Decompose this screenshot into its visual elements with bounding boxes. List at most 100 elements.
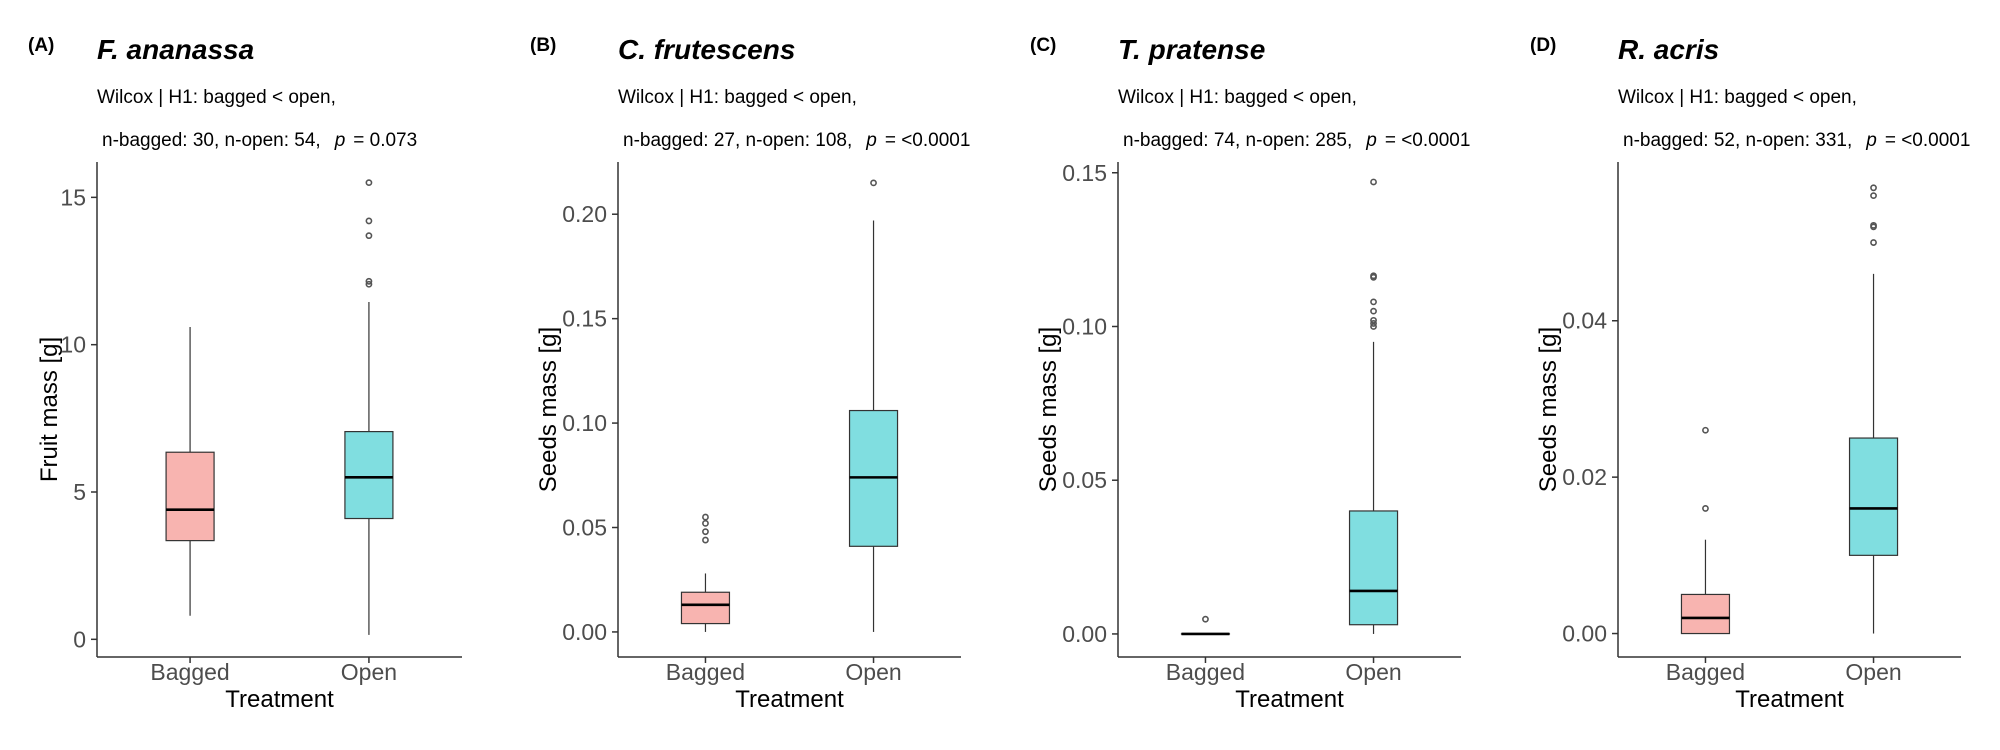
y-tick-label: 0.20 — [562, 201, 607, 227]
panel-d: (D) R. acris Wilcox | H1: bagged < open, n-… — [1530, 34, 1970, 713]
y-tick-label: 0.15 — [1062, 160, 1107, 186]
outlier-point — [365, 277, 373, 285]
x-tick-label: Open — [341, 659, 397, 685]
y-tick-label: 0.00 — [562, 619, 607, 645]
y-tick-label: 0 — [73, 626, 86, 652]
subtitle-stats: n-bagged: 52, n-open: 331, p = <0.0001 — [1623, 130, 1970, 151]
y-tick-label: 0.02 — [1562, 464, 1607, 490]
outlier-point — [365, 232, 373, 240]
p-symbol: p — [1365, 130, 1377, 151]
x-tick-label: Bagged — [1666, 659, 1745, 685]
x-axis-title: Treatment — [735, 686, 844, 713]
y-tick-label: 5 — [73, 479, 86, 505]
subtitle-test: Wilcox | H1: bagged < open, — [97, 87, 336, 108]
p-value: = <0.0001 — [1385, 130, 1471, 151]
box-iqr — [1348, 510, 1399, 626]
box-open — [1848, 184, 1899, 634]
outlier-point — [870, 179, 877, 187]
y-tick-label: 0.05 — [562, 515, 607, 541]
y-axis-title: Seeds mass [g] — [1035, 327, 1062, 492]
panel-label: (B) — [530, 35, 556, 56]
subtitle-test: Wilcox | H1: bagged < open, — [1118, 87, 1357, 108]
outlier-point — [702, 528, 709, 536]
panel-c: (C) T. pratense Wilcox | H1: bagged < open… — [1030, 34, 1470, 713]
outlier-point — [1370, 272, 1377, 280]
box-iqr — [344, 430, 394, 520]
box-iqr — [165, 451, 215, 542]
panel-label: (D) — [1530, 35, 1556, 56]
subtitle-stats: n-bagged: 27, n-open: 108, p = <0.0001 — [623, 130, 970, 151]
x-axis-title: Treatment — [225, 686, 334, 713]
y-tick-label: 0.15 — [562, 306, 607, 332]
p-symbol: p — [334, 130, 346, 151]
sample-sizes: n-bagged: 74, n-open: 285, — [1123, 130, 1352, 151]
x-tick-label: Open — [1845, 659, 1901, 685]
box-open — [848, 179, 899, 632]
box-bagged — [1680, 426, 1731, 635]
p-value: = 0.073 — [353, 130, 417, 151]
y-tick-label: 0.00 — [1062, 621, 1107, 647]
y-axis-title: Seeds mass [g] — [535, 327, 562, 492]
panel-title: F. ananassa — [97, 34, 254, 65]
y-tick-label: 10 — [60, 332, 86, 358]
box-bagged — [1180, 615, 1231, 636]
box-iqr — [680, 591, 731, 625]
y-tick-label: 0.05 — [1062, 467, 1107, 493]
box-open — [1348, 178, 1399, 634]
outlier-point — [702, 536, 709, 544]
box-bagged — [680, 513, 731, 632]
subtitle-stats: n-bagged: 30, n-open: 54, p = 0.073 — [102, 130, 417, 151]
x-tick-label: Bagged — [150, 659, 229, 685]
outlier-point — [1370, 316, 1377, 324]
sample-sizes: n-bagged: 27, n-open: 108, — [623, 130, 852, 151]
outlier-point — [365, 217, 373, 225]
panel-title: C. frutescens — [618, 34, 795, 65]
outlier-point — [1870, 184, 1877, 192]
box-bagged — [165, 327, 215, 616]
subtitle-stats: n-bagged: 74, n-open: 285, p = <0.0001 — [1123, 130, 1470, 151]
box-open — [344, 179, 394, 635]
outlier-point — [365, 280, 373, 288]
panel-title: R. acris — [1618, 34, 1719, 65]
panel-a: (A) F. ananassa Wilcox | H1: bagged < open… — [28, 34, 462, 713]
panel-label: (C) — [1030, 35, 1056, 56]
outlier-point — [1870, 192, 1877, 200]
panel-b: (B) C. frutescens Wilcox | H1: bagged < op… — [530, 34, 970, 713]
x-tick-label: Open — [845, 659, 901, 685]
y-axis-title: Seeds mass [g] — [1535, 327, 1562, 492]
sample-sizes: n-bagged: 30, n-open: 54, — [102, 130, 321, 151]
x-tick-label: Open — [1345, 659, 1401, 685]
y-tick-label: 15 — [60, 184, 86, 210]
panel-title: T. pratense — [1118, 34, 1265, 65]
x-axis-title: Treatment — [1735, 686, 1844, 713]
x-tick-label: Bagged — [666, 659, 745, 685]
p-symbol: p — [1865, 130, 1877, 151]
outlier-point — [1370, 323, 1377, 330]
p-symbol: p — [865, 130, 877, 151]
outlier-point — [1370, 298, 1377, 306]
x-tick-label: Bagged — [1166, 659, 1245, 685]
box-iqr — [1848, 437, 1899, 556]
outlier-point — [1370, 320, 1377, 327]
outlier-point — [365, 179, 373, 187]
panel-label: (A) — [28, 35, 54, 56]
outlier-point — [702, 513, 709, 521]
outlier-point — [702, 519, 709, 527]
p-value: = <0.0001 — [885, 130, 971, 151]
subtitle-test: Wilcox | H1: bagged < open, — [618, 87, 857, 108]
y-tick-label: 0.10 — [1062, 313, 1107, 339]
p-value: = <0.0001 — [1885, 130, 1971, 151]
y-tick-label: 0.00 — [1562, 621, 1607, 647]
outlier-point — [1870, 221, 1877, 229]
outlier-point — [1702, 426, 1709, 434]
outlier-point — [1370, 178, 1377, 186]
y-tick-label: 0.04 — [1562, 308, 1607, 334]
subtitle-test: Wilcox | H1: bagged < open, — [1618, 87, 1857, 108]
y-axis-title: Fruit mass [g] — [36, 337, 63, 482]
outlier-point — [1370, 307, 1377, 315]
y-tick-label: 0.10 — [562, 410, 607, 436]
sample-sizes: n-bagged: 52, n-open: 331, — [1623, 130, 1852, 151]
x-axis-title: Treatment — [1235, 686, 1344, 713]
outlier-point — [1202, 615, 1209, 623]
